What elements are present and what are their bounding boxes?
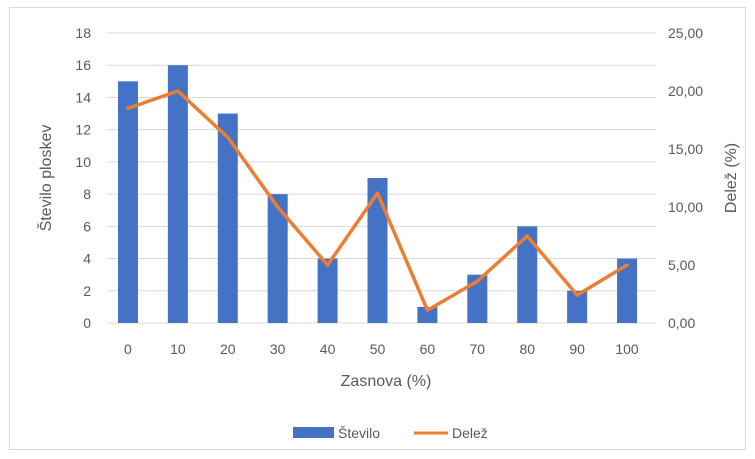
y-tick-label: 6 <box>83 218 91 234</box>
line-series <box>126 89 629 312</box>
legend: Število Delež <box>293 425 488 441</box>
bar <box>517 226 538 323</box>
x-axis-ticks: 0 10 20 30 40 50 60 70 80 90 100 <box>124 341 639 357</box>
right-axis-title: Delež (%) <box>723 143 740 213</box>
x-tick-label: 20 <box>220 341 236 357</box>
x-tick-label: 0 <box>124 341 132 357</box>
legend-label-line: Delež <box>452 425 488 441</box>
left-axis-ticks: 0 2 4 6 8 10 12 14 16 18 <box>75 25 91 331</box>
legend-swatch-bar <box>293 427 334 438</box>
left-axis-title: Število ploskev <box>36 125 55 232</box>
bar <box>267 194 288 323</box>
x-tick-label: 80 <box>519 341 535 357</box>
bar <box>417 306 438 323</box>
bar <box>317 258 338 323</box>
bar <box>367 178 388 323</box>
y-tick-label: 10 <box>75 154 91 170</box>
y-tick-label: 12 <box>75 122 91 138</box>
y-tick-label: 0 <box>83 315 91 331</box>
x-tick-label: 40 <box>320 341 336 357</box>
y-tick-label: 18 <box>75 25 91 41</box>
x-tick-label: 10 <box>170 341 186 357</box>
y-tick-label: 16 <box>75 57 91 73</box>
y2-tick-label: 0,00 <box>668 315 695 331</box>
x-tick-label: 60 <box>420 341 436 357</box>
y2-tick-label: 20,00 <box>668 83 703 99</box>
y-tick-label: 4 <box>83 251 91 267</box>
y2-tick-label: 15,00 <box>668 141 703 157</box>
bar-series <box>117 65 638 323</box>
x-tick-label: 50 <box>370 341 386 357</box>
y2-tick-label: 5,00 <box>668 257 695 273</box>
y-tick-label: 14 <box>75 89 91 105</box>
bar <box>217 113 238 323</box>
x-tick-label: 70 <box>470 341 486 357</box>
bar <box>167 65 188 323</box>
bar <box>617 258 638 323</box>
y-tick-label: 8 <box>83 186 91 202</box>
legend-label-bar: Število <box>338 425 380 441</box>
x-axis-title: Zasnova (%) <box>341 373 432 390</box>
bar <box>117 81 138 323</box>
y2-tick-label: 10,00 <box>668 199 703 215</box>
x-tick-label: 30 <box>270 341 286 357</box>
y2-tick-label: 25,00 <box>668 25 703 41</box>
gridlines <box>107 32 656 324</box>
x-tick-label: 90 <box>569 341 585 357</box>
x-tick-label: 100 <box>615 341 639 357</box>
y-tick-label: 2 <box>83 283 91 299</box>
bar <box>567 290 588 323</box>
bar <box>467 274 488 323</box>
right-axis-ticks: 0,00 5,00 10,00 15,00 20,00 25,00 <box>668 25 703 331</box>
